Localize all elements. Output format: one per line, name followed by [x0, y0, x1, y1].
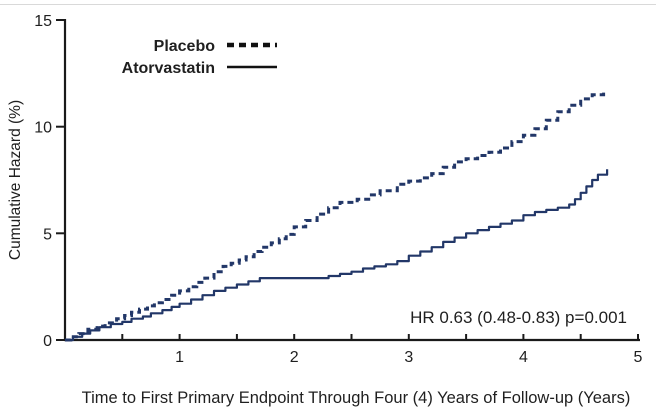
y-tick-label: 15	[34, 13, 52, 30]
x-axis-title: Time to First Primary Endpoint Through F…	[82, 389, 631, 407]
x-tick-label: 5	[634, 349, 643, 366]
x-tick-label: 3	[404, 349, 413, 366]
x-tick-label: 2	[290, 349, 299, 366]
x-tick-labels: 1 2 3 4 5	[175, 349, 642, 366]
legend-label-placebo: Placebo	[154, 38, 216, 55]
x-tick-label: 1	[175, 349, 184, 366]
placebo-curve	[65, 92, 606, 342]
y-tick-labels: 0 5 10 15	[34, 13, 52, 350]
atorvastatin-curve	[65, 169, 609, 342]
hazard-ratio-annotation: HR 0.63 (0.48-0.83) p=0.001	[410, 308, 627, 327]
y-ticks	[56, 19, 65, 341]
legend: Placebo Atorvastatin	[122, 38, 277, 77]
y-axis-title: Cumulative Hazard (%)	[7, 100, 24, 260]
figure-top-border	[0, 4, 656, 5]
y-tick-label: 5	[43, 226, 52, 243]
y-tick-label: 0	[43, 333, 52, 350]
x-tick-label: 4	[519, 349, 528, 366]
y-tick-label: 10	[34, 120, 52, 137]
legend-label-atorvastatin: Atorvastatin	[122, 60, 215, 77]
x-ticks	[121, 334, 639, 340]
